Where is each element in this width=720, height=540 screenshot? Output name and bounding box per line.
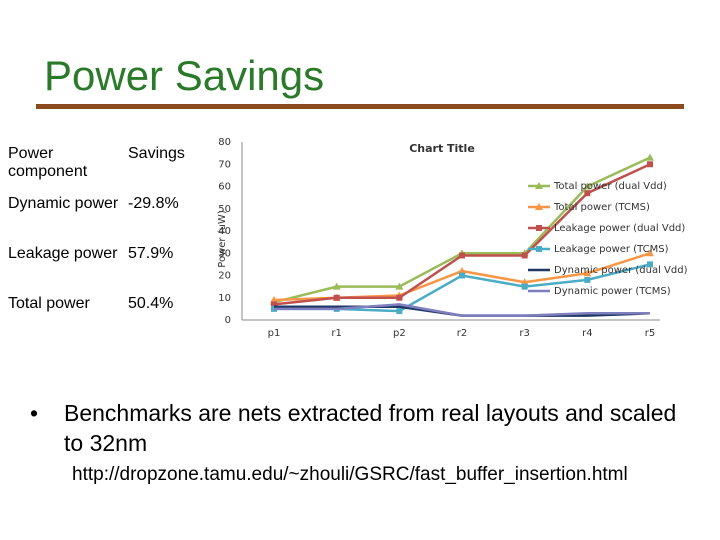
legend-marker [535,203,543,210]
table-row: Dynamic power -29.8% [4,191,202,241]
y-tick-label: 0 [225,315,231,326]
table-cell-saving: 57.9% [128,245,174,262]
chart-title: Chart Title [409,142,475,155]
data-point [271,301,277,308]
x-tick-label: r2 [457,328,467,339]
x-tick-label: r1 [331,328,341,339]
table-cell-component: Leakage power [8,245,118,262]
data-point [584,190,591,197]
legend-label: Leakage power (TCMS) [554,244,669,255]
legend-label: Leakage power (dual Vdd) [554,223,685,234]
table-row: Leakage power 57.9% [4,241,202,291]
table-header-row: Power component Savings [4,141,202,191]
data-point [646,153,654,161]
y-tick-label: 50 [218,204,231,215]
table-header-cell: Power component [8,145,88,180]
data-point [396,294,403,301]
x-tick-label: r3 [519,328,529,339]
y-tick-label: 40 [218,226,231,237]
y-axis-label: Power (uW) [217,210,228,268]
data-point [583,182,592,190]
bullet-icon: • [30,400,39,426]
x-tick-label: r4 [582,328,592,339]
series-line [274,303,650,317]
data-point [396,308,403,315]
data-point [458,267,466,275]
data-point [647,161,653,168]
title-underline [36,104,684,109]
y-tick-label: 70 [218,159,231,170]
y-tick-label: 20 [218,271,231,282]
y-tick-label: 10 [218,293,231,304]
legend-marker [536,225,542,231]
data-point [459,272,465,279]
data-point [270,295,278,303]
data-point [521,283,528,290]
data-point [583,269,592,277]
data-point [520,278,529,286]
y-tick-label: 60 [218,182,231,193]
data-point [332,282,341,290]
legend-label: Total power (TCMS) [553,202,650,213]
table-header-cell: Savings [128,145,185,162]
x-tick-label: p1 [268,328,281,339]
table-cell-saving: -29.8% [128,195,179,212]
x-tick-label: p2 [393,328,406,339]
data-point [333,294,340,301]
table-cell-saving: 50.4% [128,295,174,312]
table-cell-component: Total power [8,295,90,312]
y-tick-label: 30 [218,248,231,259]
bullet-text: Benchmarks are nets extracted from real … [64,400,677,456]
table-cell-component: Dynamic power [8,195,119,212]
legend-marker [536,246,542,252]
savings-table: Power component Savings Dynamic power -2… [4,141,202,341]
data-point [646,249,654,257]
legend-label: Dynamic power (TCMS) [554,286,671,297]
data-point [584,276,591,283]
legend-label: Total power (dual Vdd) [553,181,667,192]
legend-marker [535,182,543,189]
power-line-chart: 0 10 20 30 40 50 60 70 80 p1 r1 p2 r2 r3 r4 r5 Chart Tit… [217,137,688,339]
data-point [395,282,404,290]
y-tick-label: 80 [218,137,231,148]
table-row: Total power 50.4% [4,291,202,341]
bullet-point: • Benchmarks are nets extracted from rea… [30,398,690,458]
data-point [647,261,653,268]
data-point [521,252,528,259]
data-point [459,252,465,259]
slide-title: Power Savings [44,52,325,99]
x-tick-label: r5 [645,328,655,339]
reference-url: http://dropzone.tamu.edu/~zhouli/GSRC/fa… [72,464,628,485]
legend-label: Dynamic power (dual Vdd) [554,265,688,276]
